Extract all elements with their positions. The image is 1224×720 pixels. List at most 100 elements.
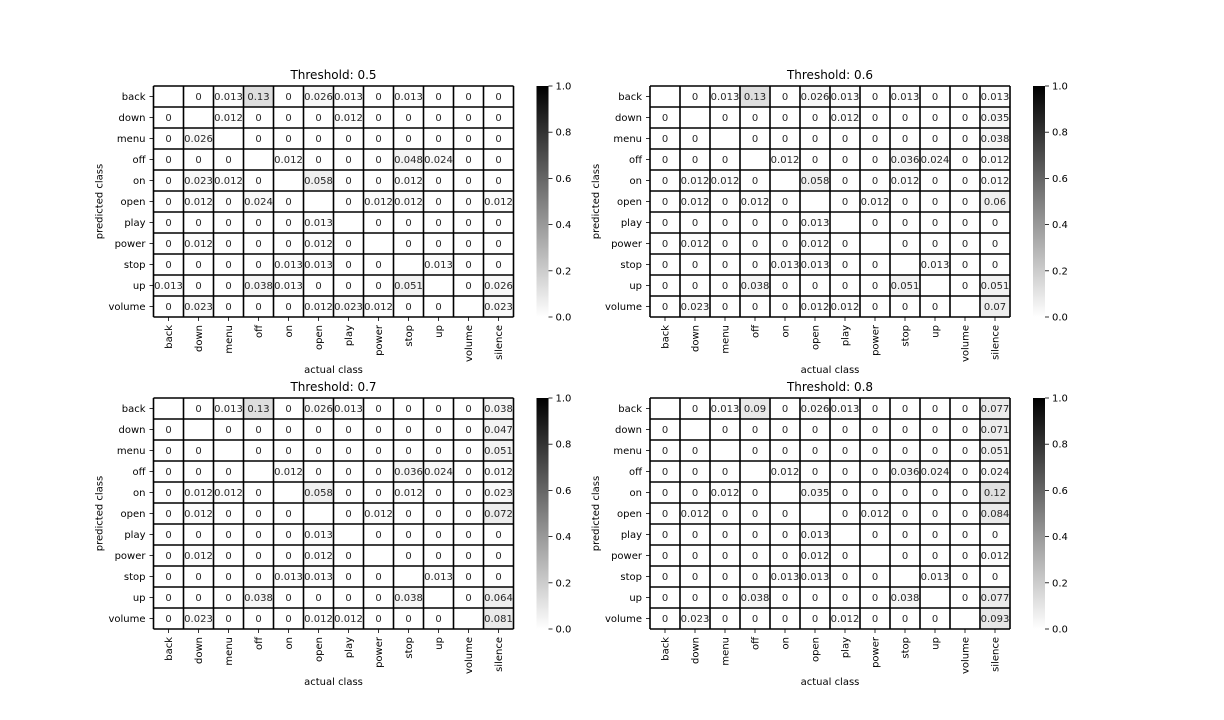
heatmap-cell	[273, 566, 304, 587]
cell-value-label: 0	[225, 551, 231, 562]
cell-value-label: 0	[722, 509, 728, 520]
chart-title: Threshold: 0.7	[289, 380, 376, 394]
colorbar-tick-label: 0.0	[1052, 313, 1068, 324]
heatmap-cell	[650, 419, 680, 440]
heatmap-cell	[213, 482, 244, 503]
cell-value-label: 0.012	[364, 509, 393, 520]
cell-value-label: 0	[195, 530, 201, 541]
heatmap-cell	[243, 566, 274, 587]
cell-value-label: 0	[752, 530, 758, 541]
heatmap-cell	[800, 608, 830, 629]
heatmap-cell	[980, 254, 1010, 275]
cell-value-label: 0	[662, 197, 668, 208]
cell-value-label: 0.013	[274, 281, 303, 292]
cell-value-label: 0	[225, 197, 231, 208]
x-tick-label: silence	[494, 325, 505, 360]
cell-value-label: 0	[872, 218, 878, 229]
heatmap-cell	[800, 440, 830, 461]
cell-value-label: 0	[255, 551, 261, 562]
cell-value-label: 0	[285, 509, 291, 520]
heatmap-cell	[393, 275, 424, 296]
cell-value-label: 0.012	[741, 197, 770, 208]
cell-value-label: 0	[662, 572, 668, 583]
y-tick-label: menu	[613, 446, 642, 457]
cell-value-label: 0	[315, 155, 321, 166]
x-tick-label: down	[194, 637, 205, 664]
cell-value-label: 0	[662, 425, 668, 436]
heatmap-cell	[650, 296, 680, 317]
heatmap-panel: Threshold: 0.80 0.013 0.09 0 0.026 0.013 0 0 0 0 0…	[591, 380, 1068, 688]
heatmap-cell	[890, 398, 920, 419]
heatmap-cell	[920, 440, 950, 461]
heatmap-cell	[243, 212, 274, 233]
cell-value-label: 0.058	[304, 488, 333, 499]
heatmap-cell	[333, 608, 364, 629]
heatmap-cell	[213, 254, 244, 275]
cell-value-label: 0.058	[304, 176, 333, 187]
cell-value-label: 0.13	[247, 404, 269, 415]
heatmap-cell	[363, 275, 394, 296]
heatmap-cell	[920, 107, 950, 128]
heatmap-cell	[740, 86, 770, 107]
cell-value-label: 0.012	[981, 155, 1010, 166]
cell-value-label: 0	[962, 509, 968, 520]
colorbar-tick-label: 0.4	[1052, 532, 1068, 543]
heatmap-cell	[860, 503, 890, 524]
cell-value-label: 0.012	[394, 176, 423, 187]
heatmap-cell	[243, 608, 274, 629]
cell-value-label: 0	[692, 551, 698, 562]
heatmap-cell	[483, 482, 514, 503]
heatmap-cell	[273, 440, 304, 461]
heatmap-cell	[333, 233, 364, 254]
cell-value-label: 0	[692, 155, 698, 166]
heatmap-cell	[483, 191, 514, 212]
cell-value-label: 0	[195, 572, 201, 583]
cell-value-label: 0	[345, 134, 351, 145]
cell-value-label: 0	[782, 197, 788, 208]
heatmap-cell	[333, 482, 364, 503]
cell-value-label: 0	[782, 134, 788, 145]
cell-value-label: 0	[722, 239, 728, 250]
heatmap-cell	[740, 482, 770, 503]
cell-value-label: 0	[782, 551, 788, 562]
y-tick-label: stop	[620, 572, 642, 583]
cell-value-label: 0	[872, 176, 878, 187]
heatmap-cell	[153, 191, 184, 212]
cell-value-label: 0	[465, 113, 471, 124]
cell-value-label: 0	[872, 425, 878, 436]
colorbar	[1033, 398, 1045, 629]
cell-value-label: 0	[692, 593, 698, 604]
heatmap-cell	[650, 461, 680, 482]
cell-value-label: 0.023	[484, 302, 513, 313]
heatmap-cell	[800, 107, 830, 128]
heatmap-cell	[453, 524, 484, 545]
y-tick-label: stop	[620, 260, 642, 271]
cell-value-label: 0.026	[484, 281, 513, 292]
heatmap-cell	[423, 149, 454, 170]
cell-value-label: 0.081	[484, 614, 513, 625]
y-tick-label: on	[630, 488, 642, 499]
cell-value-label: 0.012	[861, 509, 890, 520]
x-tick-label: down	[194, 325, 205, 352]
heatmap-cell	[890, 461, 920, 482]
heatmap-cell	[423, 503, 454, 524]
heatmap-cell	[453, 545, 484, 566]
heatmap-cell	[980, 419, 1010, 440]
cell-value-label: 0	[902, 509, 908, 520]
heatmap-cell	[770, 503, 800, 524]
heatmap-cell	[183, 170, 214, 191]
x-axis-label: actual class	[304, 677, 363, 688]
cell-value-label: 0.012	[711, 488, 740, 499]
heatmap-cell	[650, 275, 680, 296]
cell-value-label: 0	[165, 155, 171, 166]
cell-value-label: 0.013	[214, 92, 243, 103]
cell-value-label: 0	[375, 404, 381, 415]
x-tick-label: open	[314, 637, 325, 662]
heatmap-cell	[213, 461, 244, 482]
cell-value-label: 0	[752, 509, 758, 520]
heatmap-cell	[860, 212, 890, 233]
heatmap-cell	[213, 608, 244, 629]
heatmap-cell	[303, 608, 334, 629]
heatmap-cell	[860, 128, 890, 149]
y-tick-label: stop	[124, 260, 146, 271]
